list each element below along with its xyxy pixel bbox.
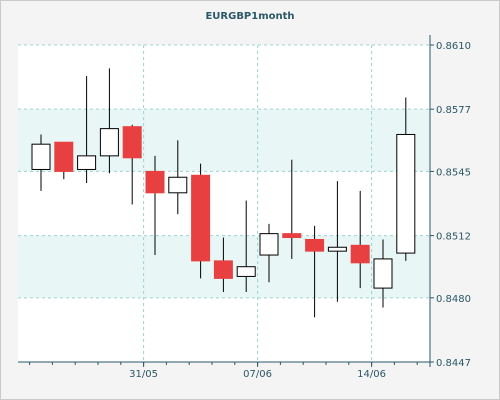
candle [350, 190, 370, 289]
candle-body-down [122, 126, 142, 159]
x-tick-label: 07/06 [243, 369, 272, 380]
candle-body-down [191, 174, 211, 262]
candle-body-down [54, 141, 74, 172]
candle-body-up [259, 233, 279, 256]
candle-body-up [373, 258, 393, 289]
candle-body-up [99, 128, 119, 157]
y-tick-label: 0.8512 [436, 232, 471, 243]
candle-body-up [236, 266, 256, 277]
candle-body-up [77, 155, 97, 170]
x-axis-labels: 31/05 07/06 14/06 [129, 369, 386, 380]
candle-body-down [282, 233, 302, 239]
candle [259, 223, 279, 283]
candle [373, 239, 393, 308]
candle-body-down [305, 238, 325, 252]
chart-title: EURGBP1month [205, 11, 295, 22]
y-tick-label: 0.8480 [436, 294, 471, 305]
candle [191, 163, 211, 279]
candle [327, 181, 347, 302]
candle-body-down [350, 244, 370, 264]
candle [122, 124, 142, 205]
plot-bands [18, 45, 430, 362]
candle [145, 155, 165, 256]
y-tick-label: 0.8610 [436, 41, 471, 52]
candles [31, 68, 416, 318]
x-tick-label: 14/06 [357, 369, 386, 380]
candle [213, 237, 233, 292]
y-tick-label: 0.8447 [436, 358, 471, 369]
candle [396, 97, 416, 261]
candle-body-up [396, 133, 416, 254]
candle [282, 159, 302, 259]
candle-body-down [213, 260, 233, 279]
candle [31, 134, 51, 191]
candle-body-up [168, 176, 188, 194]
candle [99, 68, 119, 174]
candle [77, 76, 97, 184]
candle-body-down [145, 170, 165, 194]
candle-body-up [31, 143, 51, 170]
axes [18, 35, 434, 367]
y-tick-label: 0.8545 [436, 167, 471, 178]
candle [305, 225, 325, 318]
x-tick-label: 31/05 [129, 369, 158, 380]
plot-background [18, 45, 430, 362]
y-tick-label: 0.8577 [436, 105, 471, 116]
candle [236, 200, 256, 292]
candle [54, 141, 74, 180]
candle-body-up [327, 246, 347, 252]
y-axis-labels: 0.8610 0.8577 0.8545 0.8512 0.8480 0.8447 [436, 41, 471, 369]
candle [168, 140, 188, 215]
